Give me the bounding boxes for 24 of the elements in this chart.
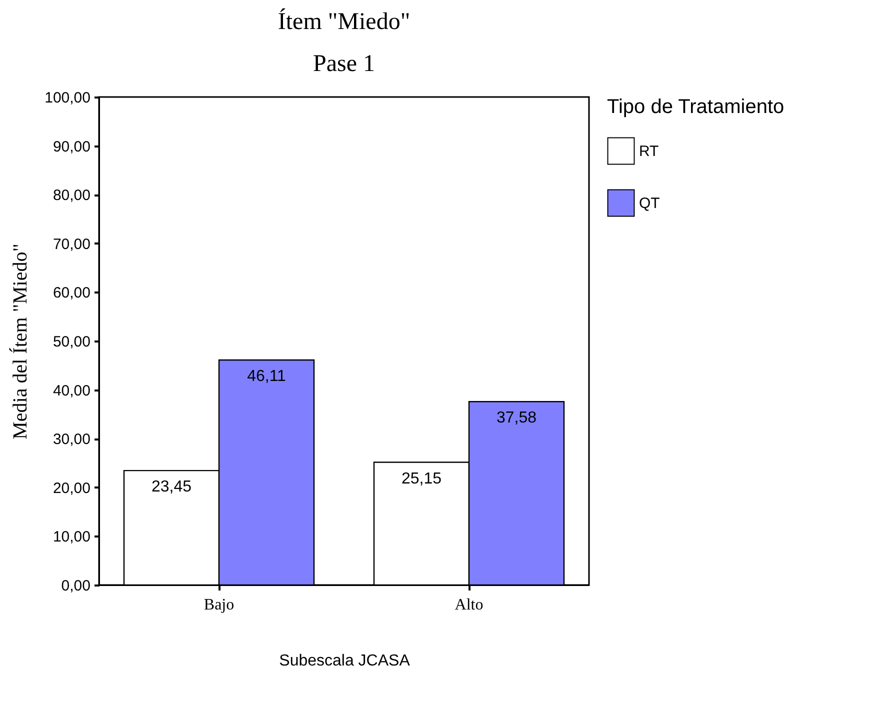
y-tick-label: 90,00: [52, 138, 90, 156]
y-axis-title: Media del Ítem "Miedo": [8, 244, 32, 440]
chart-subtitle: Pase 1: [313, 51, 375, 77]
y-tick-label: 40,00: [52, 382, 90, 400]
x-axis-title: Subescala JCASA: [279, 652, 410, 670]
x-tick-label: Alto: [454, 596, 484, 614]
y-tick-label: 100,00: [44, 90, 90, 106]
data-label: 23,45: [151, 478, 192, 496]
y-tick-label: 60,00: [52, 284, 90, 302]
legend-label: QT: [639, 195, 660, 212]
y-tick-label: 0,00: [61, 578, 90, 594]
data-label: 46,11: [247, 368, 286, 385]
y-tick-label: 50,00: [52, 334, 90, 350]
y-tick-label: 20,00: [52, 480, 90, 497]
y-tick-label: 70,00: [52, 236, 90, 253]
x-tick-label: Bajo: [204, 596, 234, 614]
y-tick-label: 10,00: [52, 528, 90, 546]
data-label: 25,15: [401, 470, 442, 488]
legend-title: Tipo de Tratamiento: [607, 96, 784, 118]
y-tick-label: 80,00: [52, 187, 90, 204]
data-label: 37,58: [496, 410, 537, 427]
chart-title: Ítem "Miedo": [278, 8, 410, 35]
y-tick-label: 30,00: [52, 431, 90, 448]
legend-label: RT: [639, 143, 659, 160]
